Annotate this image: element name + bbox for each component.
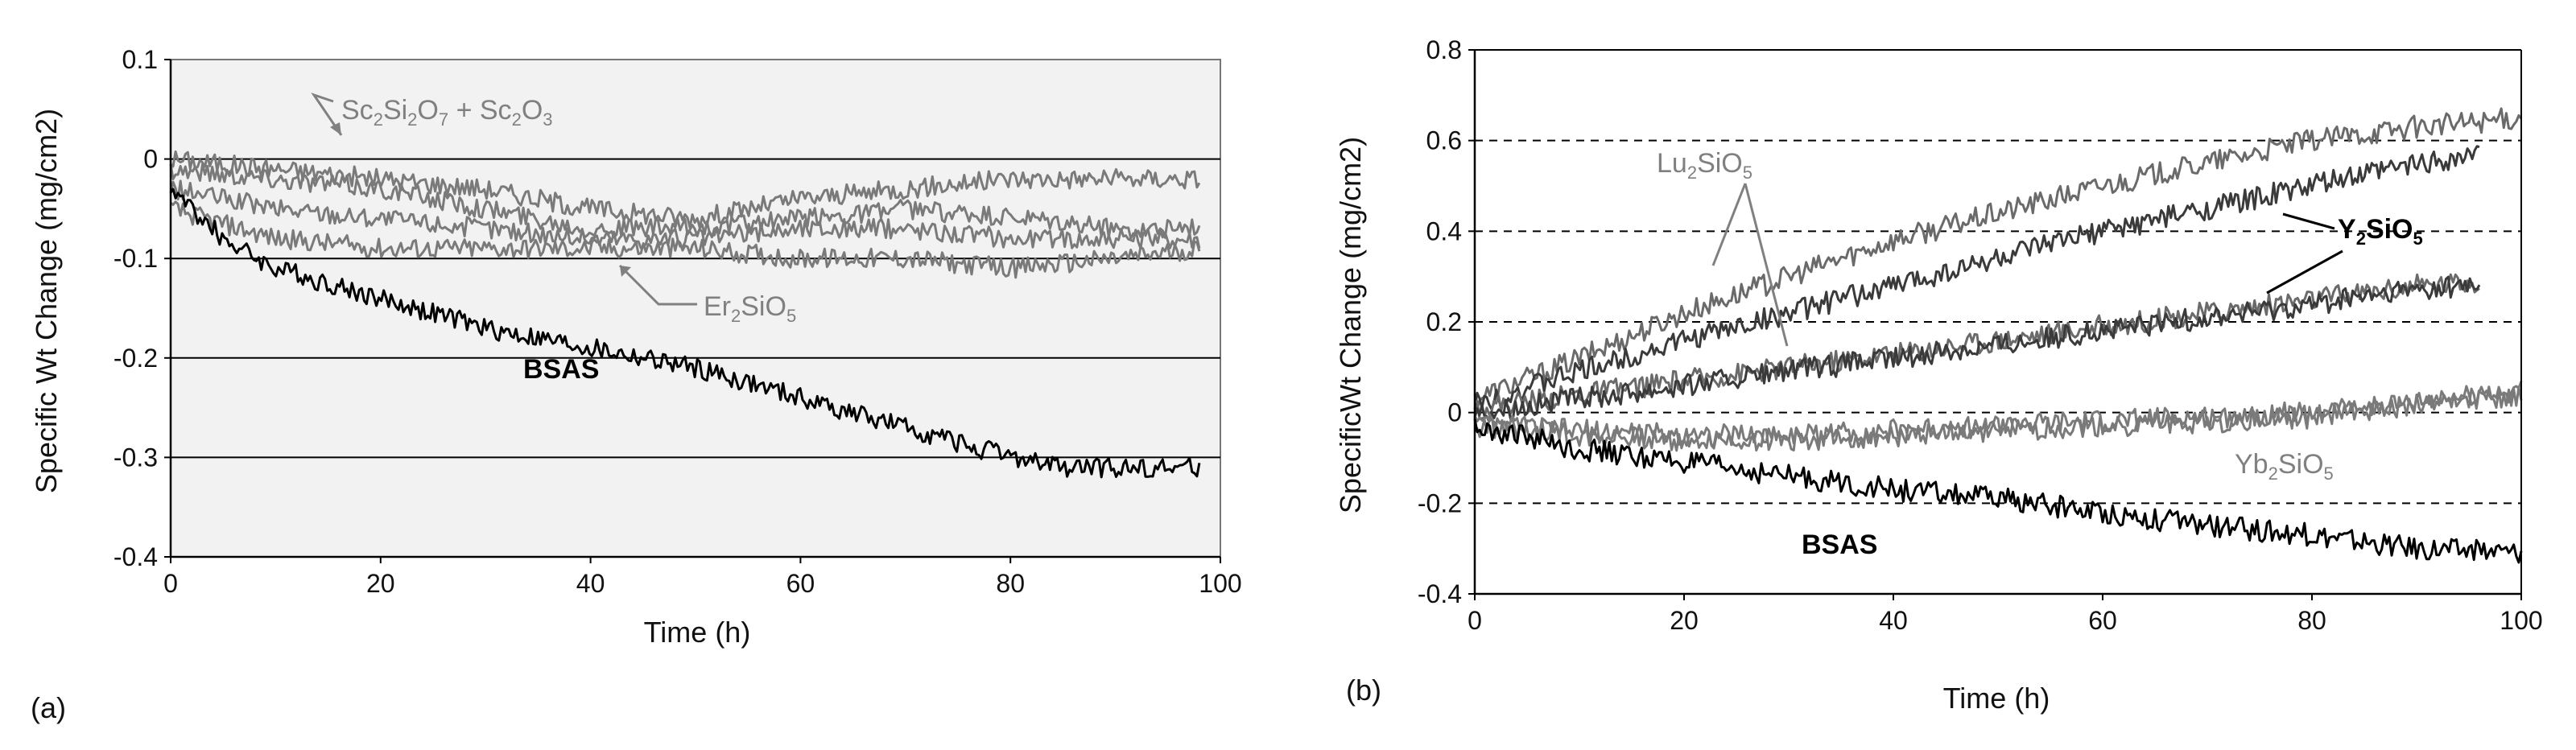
a-y-tick-label: -0.1 [114,244,158,273]
a-x-tick-label: 20 [366,569,395,598]
b-series-line-3 [1473,275,2481,423]
b-y-tick-label: 0.8 [1426,35,1462,64]
b-y-tick-label: 0.4 [1426,216,1462,245]
a-y-axis-title: Specific Wt Change (mg/cm2) [30,109,63,493]
a-series-line-4 [169,188,1201,479]
b-series-line-0 [1473,107,2523,410]
a-x-tick-label: 0 [163,569,178,598]
a-y-tick-label: -0.3 [114,443,158,472]
b-anno-y-arrow1 [2282,212,2335,230]
b-x-tick-label: 40 [1879,606,1908,635]
panel-a: 0.10-0.1-0.2-0.3-0.40 20 40 60 80 100 Time (h… [30,45,1242,724]
a-anno-bsas: BSAS [523,354,599,385]
b-x-tick-label: 20 [1670,606,1699,635]
a-series-line-1 [169,163,1201,240]
b-series-line-6 [1473,418,2523,564]
a-series-line-2 [169,179,1201,250]
a-anno-er: Er2SiO5 [704,291,796,326]
b-series-line-4 [1473,381,2523,452]
b-x-tick-label: 0 [1468,606,1482,635]
b-tick-labels: 0.80.60.40.20-0.2-0.40 20 40 60 80 100 [1418,35,2543,635]
a-panel-label: (a) [31,691,66,724]
a-y-tick-label: 0 [143,145,158,174]
a-x-tick-label: 100 [1199,569,1241,598]
b-anno-lu: Lu2SiO5 [1657,148,1752,183]
b-y-axis-title: SpecificWt Change (mg/cm2) [1334,137,1367,513]
b-series-line-1 [1473,145,2480,410]
b-axes [1468,49,2522,600]
a-gridlines [170,59,1221,558]
a-plot-area [170,59,1221,558]
a-anno-er-arrowhead [620,266,631,277]
a-anno-sc-arrow [311,93,343,136]
panel-b: 0.80.60.40.20-0.2-0.40 20 40 60 80 100 Time (… [1334,35,2543,715]
b-x-tick-label: 80 [2297,606,2326,635]
a-tick-labels: 0.10-0.1-0.2-0.3-0.40 20 40 60 80 100 [114,45,1242,598]
b-series-line-2 [1474,273,2480,420]
a-series-group [169,150,1201,479]
b-anno-lu-arrow1 [1711,183,1747,266]
b-y-tick-label: 0 [1447,398,1462,427]
a-y-tick-label: -0.4 [114,542,158,571]
b-x-axis-title: Time (h) [1943,682,2050,715]
a-x-tick-label: 60 [786,569,815,598]
b-anno-lu-arrow2 [1744,183,1789,347]
a-axes [164,59,1221,563]
b-x-tick-label: 60 [2088,606,2117,635]
a-x-tick-label: 40 [576,569,605,598]
b-anno-y-arrow2 [2266,249,2343,295]
a-y-tick-label: -0.2 [114,344,158,373]
b-y-tick-label: 0.2 [1426,307,1462,336]
a-x-axis-title: Time (h) [644,616,751,649]
a-anno-er-arrow [618,264,697,306]
b-anno-yb: Yb2SiO5 [2235,449,2334,484]
b-y-tick-label: 0.6 [1426,126,1462,155]
a-series-line-3 [170,200,1201,279]
a-y-tick-label: 0.1 [122,45,158,74]
b-y-tick-label: -0.2 [1418,488,1462,517]
b-anno-bsas: BSAS [1802,530,1877,560]
a-series-line-0 [169,150,1201,229]
b-x-tick-label: 100 [2500,606,2542,635]
b-anno-y: Y2SiO5 [2338,214,2423,249]
b-panel-label: (b) [1346,674,1381,707]
b-y-tick-label: -0.4 [1418,579,1462,608]
a-x-tick-label: 80 [996,569,1025,598]
b-series-group [1473,107,2523,564]
a-anno-sc-arrowhead [330,122,341,135]
b-series-line-5 [1474,385,2523,448]
b-gridlines [1475,139,2521,505]
